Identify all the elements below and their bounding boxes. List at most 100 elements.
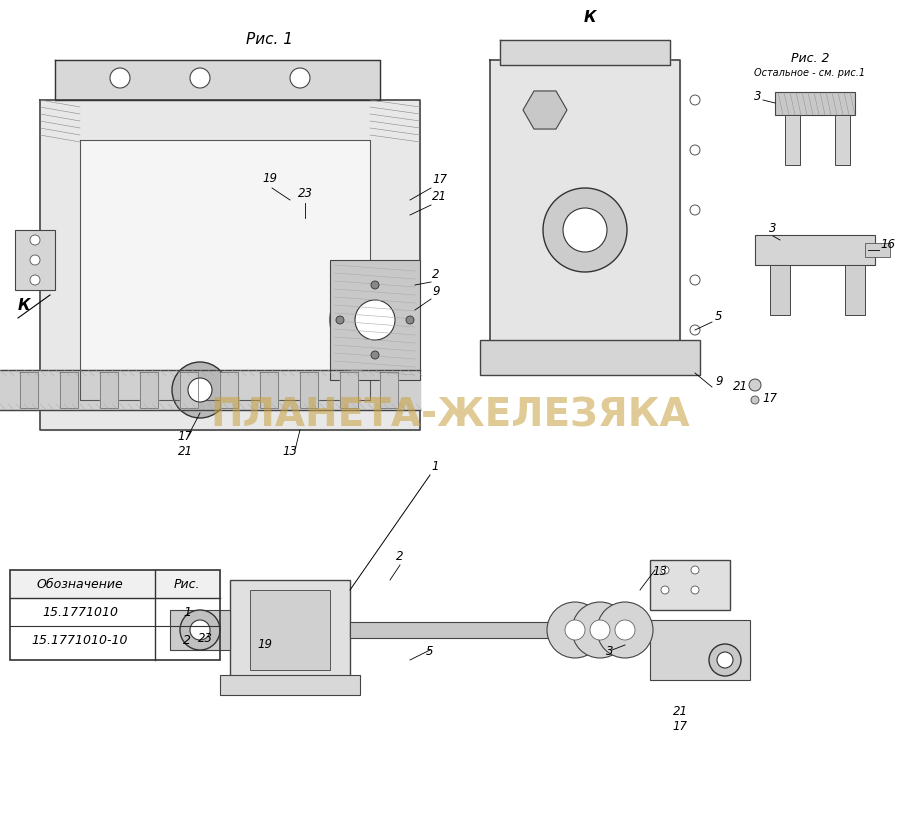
Circle shape bbox=[565, 620, 585, 640]
Text: 17: 17 bbox=[672, 720, 688, 733]
Bar bbox=[10, 570, 220, 660]
Text: 16: 16 bbox=[880, 238, 895, 251]
Text: 2: 2 bbox=[183, 634, 191, 646]
Circle shape bbox=[690, 95, 700, 105]
Circle shape bbox=[572, 602, 628, 658]
Text: 17: 17 bbox=[177, 430, 193, 443]
Circle shape bbox=[406, 316, 414, 324]
Circle shape bbox=[371, 281, 379, 289]
Circle shape bbox=[749, 379, 761, 391]
Text: ПЛАНЕТА-ЖЕЛЕЗЯКА: ПЛАНЕТА-ЖЕЛЕЗЯКА bbox=[211, 396, 689, 434]
Polygon shape bbox=[865, 243, 890, 257]
Circle shape bbox=[661, 586, 669, 594]
Polygon shape bbox=[755, 235, 875, 265]
Polygon shape bbox=[350, 622, 550, 638]
Polygon shape bbox=[835, 115, 850, 165]
Text: 1: 1 bbox=[431, 460, 439, 473]
Circle shape bbox=[690, 145, 700, 155]
Text: 5: 5 bbox=[715, 310, 723, 323]
Polygon shape bbox=[650, 560, 730, 610]
Circle shape bbox=[615, 620, 635, 640]
Text: 21: 21 bbox=[733, 380, 748, 393]
Text: 9: 9 bbox=[715, 375, 723, 388]
Text: 1: 1 bbox=[183, 606, 191, 618]
Circle shape bbox=[590, 620, 610, 640]
Polygon shape bbox=[330, 260, 420, 380]
Text: 21: 21 bbox=[432, 190, 447, 203]
Circle shape bbox=[371, 351, 379, 359]
Polygon shape bbox=[500, 40, 670, 65]
Text: К: К bbox=[584, 10, 596, 25]
Text: 2: 2 bbox=[396, 550, 404, 563]
Text: Остальное - см. рис.1: Остальное - см. рис.1 bbox=[754, 68, 866, 78]
Circle shape bbox=[717, 652, 733, 668]
Polygon shape bbox=[480, 340, 700, 375]
Polygon shape bbox=[650, 620, 750, 680]
Polygon shape bbox=[55, 60, 380, 100]
Circle shape bbox=[709, 644, 741, 676]
Text: 21: 21 bbox=[672, 705, 688, 718]
Circle shape bbox=[661, 566, 669, 574]
Text: Рис. 1: Рис. 1 bbox=[247, 33, 293, 48]
Circle shape bbox=[290, 68, 310, 88]
Text: К: К bbox=[18, 298, 31, 313]
Polygon shape bbox=[220, 675, 360, 695]
Circle shape bbox=[30, 235, 40, 245]
Text: Обозначение: Обозначение bbox=[37, 577, 123, 591]
Polygon shape bbox=[490, 60, 680, 360]
Text: 23: 23 bbox=[298, 187, 312, 200]
Circle shape bbox=[110, 68, 130, 88]
Polygon shape bbox=[180, 372, 198, 408]
Text: 19: 19 bbox=[263, 172, 277, 185]
Circle shape bbox=[172, 362, 228, 418]
Text: 3: 3 bbox=[770, 222, 777, 235]
Text: 17: 17 bbox=[432, 173, 447, 186]
Circle shape bbox=[190, 68, 210, 88]
Text: 15.1771010: 15.1771010 bbox=[42, 606, 118, 618]
Circle shape bbox=[543, 188, 627, 272]
Polygon shape bbox=[140, 372, 158, 408]
Circle shape bbox=[751, 396, 759, 404]
Circle shape bbox=[690, 325, 700, 335]
Text: 15.1771010-10: 15.1771010-10 bbox=[32, 634, 128, 646]
Polygon shape bbox=[300, 372, 318, 408]
Text: 3: 3 bbox=[607, 645, 614, 658]
Circle shape bbox=[30, 255, 40, 265]
Polygon shape bbox=[20, 372, 38, 408]
Polygon shape bbox=[845, 265, 865, 315]
Circle shape bbox=[336, 316, 344, 324]
Polygon shape bbox=[100, 372, 118, 408]
Polygon shape bbox=[340, 372, 358, 408]
Circle shape bbox=[691, 566, 699, 574]
Polygon shape bbox=[0, 370, 420, 410]
Text: 21: 21 bbox=[177, 445, 193, 458]
Polygon shape bbox=[775, 92, 855, 115]
Text: 3: 3 bbox=[754, 90, 761, 103]
Polygon shape bbox=[10, 570, 220, 598]
Text: 2: 2 bbox=[432, 268, 439, 281]
Text: Рис.: Рис. bbox=[174, 577, 200, 591]
Text: 9: 9 bbox=[432, 285, 439, 298]
Circle shape bbox=[330, 275, 420, 365]
Text: 13: 13 bbox=[283, 445, 298, 458]
Polygon shape bbox=[170, 610, 230, 650]
Polygon shape bbox=[230, 580, 350, 680]
Text: 17: 17 bbox=[762, 392, 778, 405]
Circle shape bbox=[188, 378, 212, 402]
Circle shape bbox=[690, 275, 700, 285]
Circle shape bbox=[30, 275, 40, 285]
Circle shape bbox=[597, 602, 653, 658]
Polygon shape bbox=[250, 590, 330, 670]
Polygon shape bbox=[785, 115, 800, 165]
Polygon shape bbox=[220, 372, 238, 408]
Circle shape bbox=[537, 102, 553, 118]
Text: 13: 13 bbox=[652, 565, 668, 578]
Polygon shape bbox=[380, 372, 398, 408]
Circle shape bbox=[690, 205, 700, 215]
Circle shape bbox=[180, 610, 220, 650]
Polygon shape bbox=[60, 372, 78, 408]
Circle shape bbox=[531, 96, 559, 124]
Text: 23: 23 bbox=[197, 632, 212, 645]
Text: 19: 19 bbox=[257, 638, 273, 651]
Text: Рис. 2: Рис. 2 bbox=[791, 52, 829, 65]
